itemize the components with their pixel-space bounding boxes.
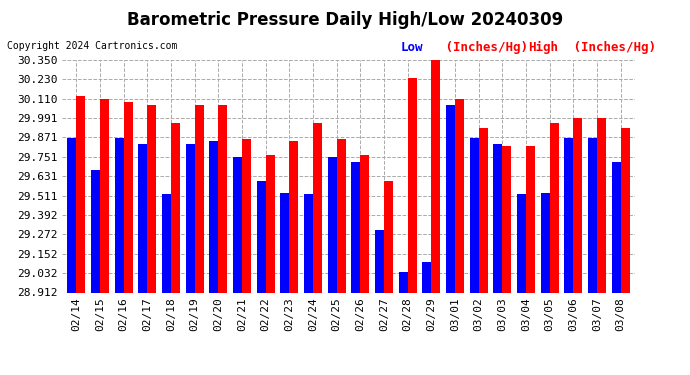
Bar — [257, 181, 266, 292]
Bar — [573, 118, 582, 292]
Bar — [328, 157, 337, 292]
Text: Copyright 2024 Cartronics.com: Copyright 2024 Cartronics.com — [7, 41, 177, 51]
Bar — [611, 162, 620, 292]
Bar — [384, 181, 393, 292]
Bar — [479, 128, 488, 292]
Bar — [138, 144, 147, 292]
Text: High: High — [528, 41, 558, 54]
Bar — [351, 162, 360, 292]
Bar — [360, 155, 369, 292]
Bar — [171, 123, 180, 292]
Bar — [540, 193, 550, 292]
Bar — [493, 144, 502, 292]
Bar — [597, 118, 606, 292]
Bar — [266, 155, 275, 292]
Bar — [218, 105, 227, 292]
Bar — [147, 105, 157, 292]
Bar — [408, 78, 417, 292]
Bar — [502, 146, 511, 292]
Bar — [375, 230, 384, 292]
Bar — [550, 123, 559, 292]
Bar — [337, 139, 346, 292]
Bar — [313, 123, 322, 292]
Bar — [209, 141, 218, 292]
Bar — [455, 99, 464, 292]
Bar — [186, 144, 195, 292]
Bar — [526, 146, 535, 292]
Bar — [620, 128, 629, 292]
Bar — [115, 138, 124, 292]
Bar — [470, 138, 479, 292]
Bar — [233, 157, 242, 292]
Bar — [588, 138, 597, 292]
Bar — [517, 194, 526, 292]
Bar — [289, 141, 298, 292]
Bar — [422, 262, 431, 292]
Bar — [564, 138, 573, 292]
Bar — [399, 272, 408, 292]
Bar — [280, 193, 289, 292]
Bar — [195, 105, 204, 292]
Text: Barometric Pressure Daily High/Low 20240309: Barometric Pressure Daily High/Low 20240… — [127, 11, 563, 29]
Bar — [68, 138, 77, 292]
Text: (Inches/Hg): (Inches/Hg) — [438, 41, 528, 54]
Bar — [162, 194, 171, 292]
Bar — [446, 105, 455, 292]
Bar — [100, 99, 109, 292]
Bar — [91, 170, 100, 292]
Text: Low: Low — [400, 41, 423, 54]
Bar — [77, 96, 86, 292]
Text: (Inches/Hg): (Inches/Hg) — [566, 41, 656, 54]
Bar — [242, 139, 251, 292]
Bar — [124, 102, 132, 292]
Bar — [431, 55, 440, 292]
Bar — [304, 194, 313, 292]
